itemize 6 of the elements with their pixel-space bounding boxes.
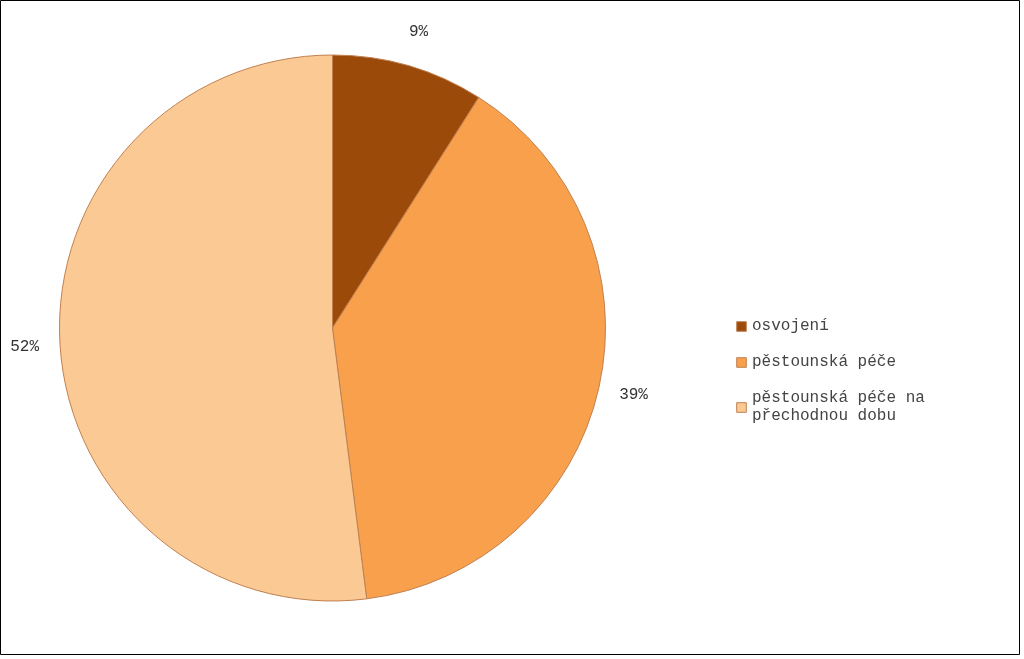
data-label: 39% [619,386,649,405]
legend-label: pěstounská péče [752,353,897,371]
data-label: 9% [408,22,429,41]
legend-label: pěstounská péče na přechodnou dobu [752,389,925,425]
data-label: 52% [10,338,40,357]
legend-label: osvojení [752,317,829,335]
